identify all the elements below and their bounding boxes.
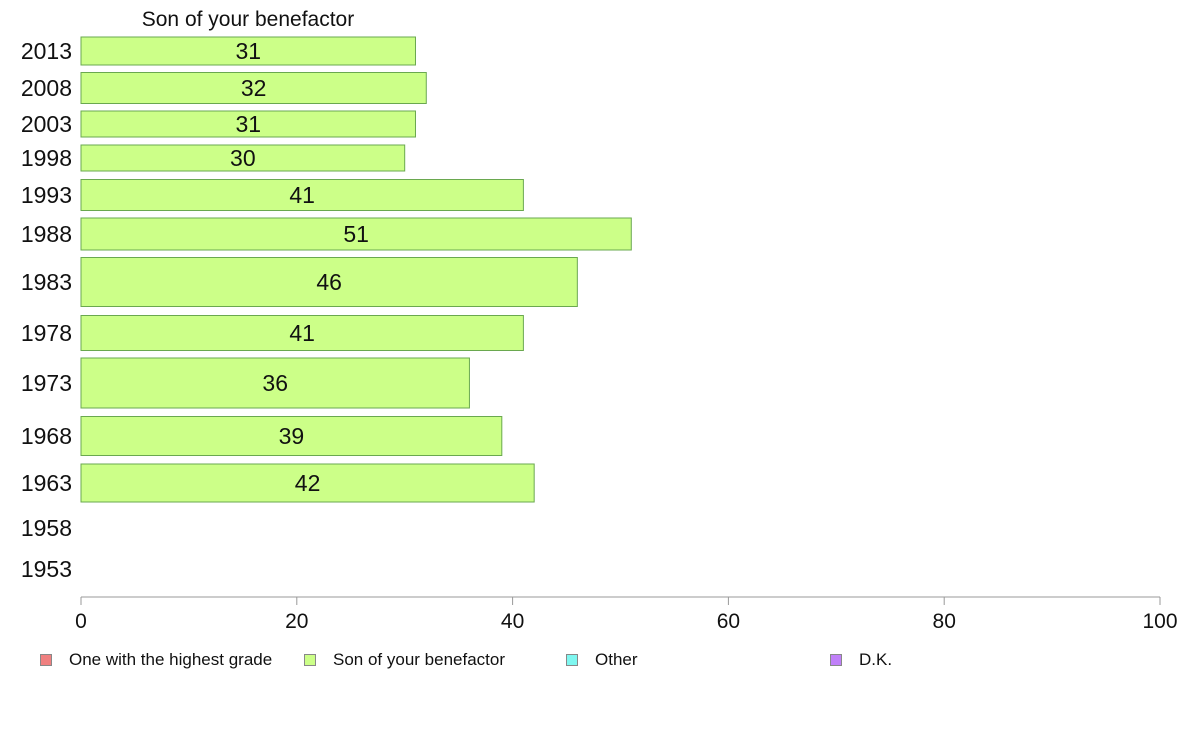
bar-value-label: 31 [235,38,261,64]
bar [80,315,524,351]
x-tick-label: 0 [75,610,87,633]
x-axis: 0 20 40 60 80 100 [75,596,1178,633]
legend-label: D.K. [859,650,893,669]
x-tick-label: 20 [285,610,308,633]
bar [80,257,578,307]
legend-swatch [40,654,52,666]
bar [80,357,470,409]
bar-value-label: 41 [289,320,315,346]
y-tick-label: 1958 [21,515,72,541]
bar-value-label: 32 [241,75,267,101]
legend-item-highest-grade: One with the highest grade [40,650,272,670]
x-tick-label: 80 [933,610,956,633]
y-tick-label: 1963 [21,470,72,496]
bar [80,217,632,251]
legend-label: Son of your benefactor [333,650,506,669]
x-tick-label: 60 [717,610,740,633]
legend-label: One with the highest grade [69,650,273,669]
bar [80,463,535,503]
y-tick-label: 1968 [21,423,72,449]
bar-value-label: 51 [343,221,369,247]
x-tick-label: 40 [501,610,524,633]
bar-value-label: 31 [235,111,261,137]
y-tick-label: 2003 [21,111,72,137]
y-tick-label: 1973 [21,370,72,396]
y-tick-label: 2008 [21,75,72,101]
legend-swatch [566,654,578,666]
bar-value-label: 42 [295,470,321,496]
y-axis-labels: 2013 2008 2003 1998 1993 1988 1983 1978 1973 1968… [21,38,72,582]
legend-item-dk: D.K. [830,650,892,670]
x-tick-label: 100 [1142,610,1177,633]
bar [80,144,406,172]
bar [80,110,416,138]
bar [80,179,524,211]
chart-title: Son of your benefactor [142,8,354,31]
legend-swatch [304,654,316,666]
bar [80,416,503,456]
legend-label: Other [595,650,638,669]
legend-item-other: Other [566,650,638,670]
y-tick-label: 1993 [21,182,72,208]
y-tick-label: 2013 [21,38,72,64]
y-tick-label: 1983 [21,269,72,295]
y-tick-label: 1953 [21,556,72,582]
legend-swatch [830,654,842,666]
bar-value-label: 46 [316,269,342,295]
y-tick-label: 1988 [21,221,72,247]
y-tick-label: 1998 [21,145,72,171]
bar [80,72,427,104]
legend: One with the highest grade Son of your b… [0,650,1188,674]
bar-value-label: 41 [289,182,315,208]
y-tick-label: 1978 [21,320,72,346]
bar-value-label: 30 [230,145,256,171]
bar-value-label: 39 [279,423,305,449]
bar-value-label: 36 [262,370,288,396]
legend-item-son-of-benefactor: Son of your benefactor [304,650,505,670]
bar [80,36,416,66]
